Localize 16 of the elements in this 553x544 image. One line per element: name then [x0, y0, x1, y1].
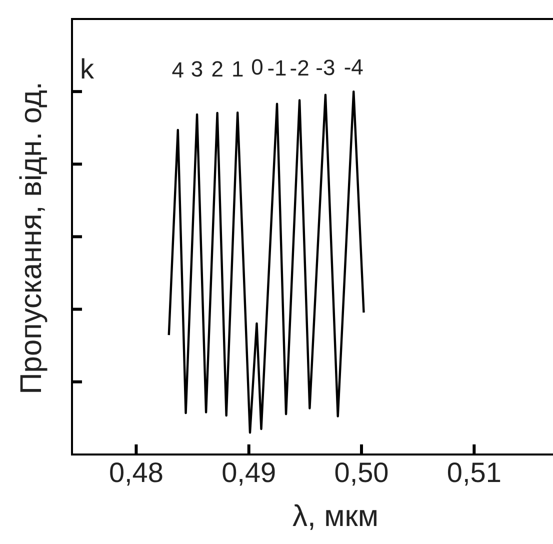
x-axis-title: λ, мкм — [291, 500, 380, 534]
x-tick-label: 0,50 — [334, 456, 389, 488]
x-tick-label: 0,51 — [446, 456, 502, 488]
annotation: -3 — [316, 54, 336, 80]
annotation: -2 — [290, 55, 310, 80]
x-tick-label: 0,48 — [108, 456, 164, 488]
y-axis-title: Пропускання, відн. од. — [15, 82, 49, 394]
annotation: 3 — [190, 56, 204, 82]
annotation: 2 — [211, 56, 224, 82]
annotation: 4 — [172, 58, 184, 83]
text: 0 — [251, 54, 264, 80]
x-tick-label: 0,49 — [222, 456, 276, 488]
annotation: -1 — [267, 56, 287, 81]
annotation: -4 — [344, 54, 364, 80]
text: k — [80, 54, 95, 85]
annotation: 1 — [231, 56, 244, 82]
